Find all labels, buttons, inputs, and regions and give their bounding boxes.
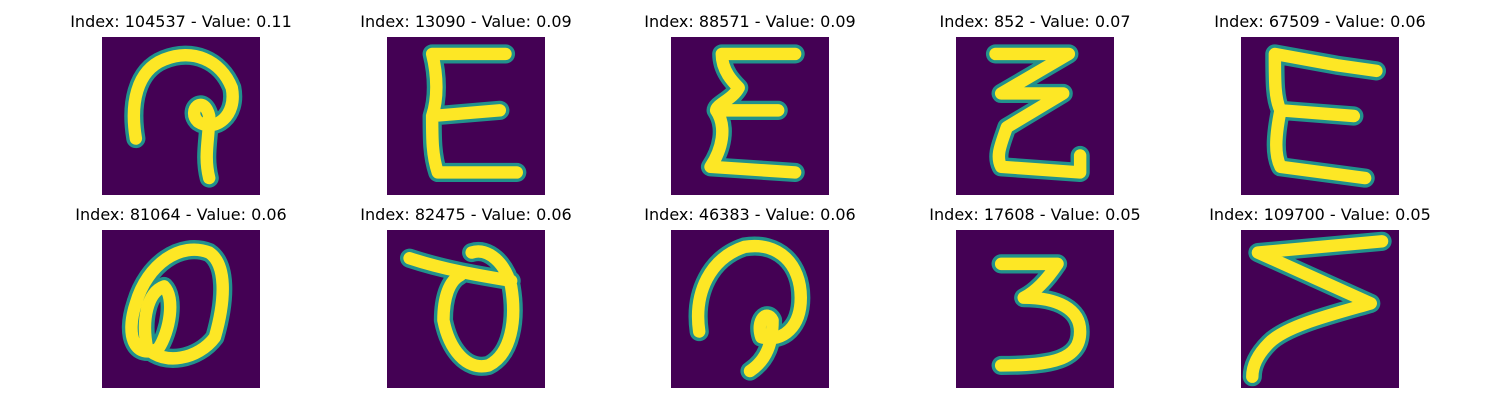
panel-title: Index: 46383 - Value: 0.06 — [644, 205, 856, 224]
digit-image — [387, 230, 545, 388]
panel-title: Index: 88571 - Value: 0.09 — [644, 12, 856, 31]
panel-title: Index: 67509 - Value: 0.06 — [1214, 12, 1426, 31]
digit-image — [671, 230, 829, 388]
digit-image — [671, 37, 829, 195]
digit-image — [956, 230, 1114, 388]
digit-image — [1241, 37, 1399, 195]
digit-image — [387, 37, 545, 195]
digit-image — [956, 37, 1114, 195]
digit-image — [1241, 230, 1399, 388]
panel-title: Index: 852 - Value: 0.07 — [939, 12, 1131, 31]
panel-title: Index: 81064 - Value: 0.06 — [75, 205, 287, 224]
panel-title: Index: 109700 - Value: 0.05 — [1209, 205, 1431, 224]
panel-title: Index: 13090 - Value: 0.09 — [360, 12, 572, 31]
digit-image — [102, 37, 260, 195]
digit-image — [102, 230, 260, 388]
panel-title: Index: 104537 - Value: 0.11 — [70, 12, 292, 31]
panel-title: Index: 17608 - Value: 0.05 — [929, 205, 1141, 224]
panel-title: Index: 82475 - Value: 0.06 — [360, 205, 572, 224]
